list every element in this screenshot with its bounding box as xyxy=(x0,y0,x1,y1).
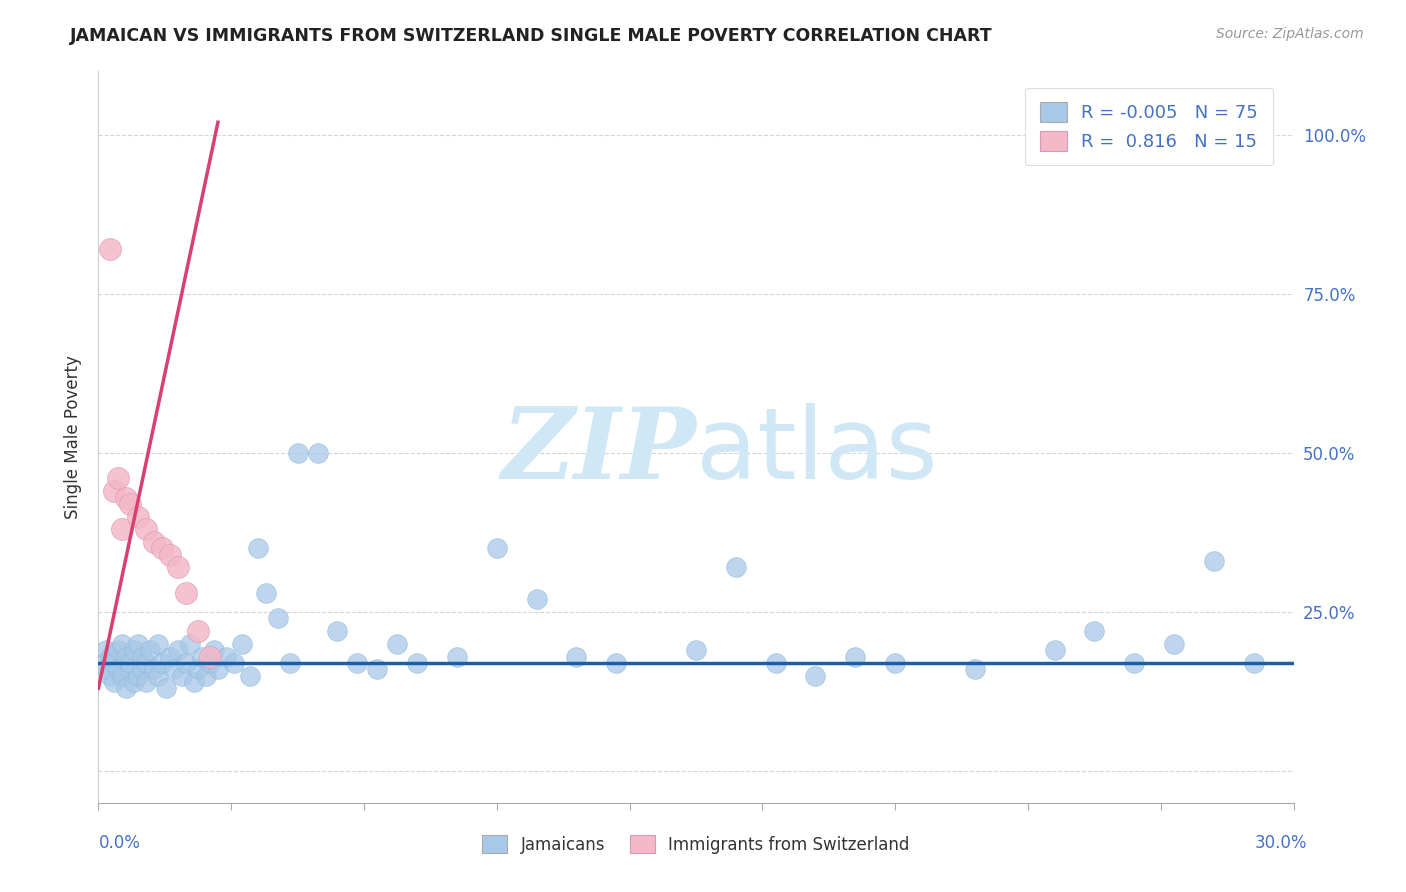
Point xyxy=(231,637,253,651)
Point xyxy=(191,649,214,664)
Point xyxy=(111,668,134,682)
Point xyxy=(159,548,181,562)
Point xyxy=(198,656,221,670)
Legend: Jamaicans, Immigrants from Switzerland: Jamaicans, Immigrants from Switzerland xyxy=(475,829,917,860)
Text: atlas: atlas xyxy=(696,403,938,500)
Point xyxy=(187,662,209,676)
Point xyxy=(98,649,122,664)
Point xyxy=(98,243,122,257)
Point xyxy=(135,656,157,670)
Point xyxy=(202,643,225,657)
Point xyxy=(246,541,269,556)
Point xyxy=(406,656,429,670)
Point xyxy=(1083,624,1105,638)
Point xyxy=(884,656,907,670)
Point xyxy=(239,668,262,682)
Point xyxy=(526,592,548,607)
Text: JAMAICAN VS IMMIGRANTS FROM SWITZERLAND SINGLE MALE POVERTY CORRELATION CHART: JAMAICAN VS IMMIGRANTS FROM SWITZERLAND … xyxy=(70,27,993,45)
Point xyxy=(135,522,157,536)
Point xyxy=(91,656,114,670)
Text: Source: ZipAtlas.com: Source: ZipAtlas.com xyxy=(1216,27,1364,41)
Point xyxy=(127,637,149,651)
Point xyxy=(326,624,349,638)
Point xyxy=(1243,656,1265,670)
Point xyxy=(267,611,290,625)
Point xyxy=(139,643,162,657)
Point xyxy=(103,484,125,499)
Point xyxy=(278,656,301,670)
Point xyxy=(124,643,146,657)
Point xyxy=(844,649,866,664)
Point xyxy=(446,649,468,664)
Point xyxy=(565,649,588,664)
Point xyxy=(1202,554,1225,568)
Point xyxy=(150,656,173,670)
Point xyxy=(605,656,627,670)
Y-axis label: Single Male Poverty: Single Male Poverty xyxy=(65,355,83,519)
Point xyxy=(163,662,186,676)
Point xyxy=(254,586,277,600)
Point xyxy=(198,649,221,664)
Point xyxy=(98,668,122,682)
Point xyxy=(135,675,157,690)
Point xyxy=(179,637,201,651)
Point xyxy=(207,662,229,676)
Point xyxy=(127,509,149,524)
Point xyxy=(124,675,146,690)
Point xyxy=(155,681,177,696)
Point xyxy=(143,535,166,549)
Point xyxy=(103,656,125,670)
Point xyxy=(1123,656,1146,670)
Point xyxy=(187,624,209,638)
Point xyxy=(183,675,205,690)
Point xyxy=(103,675,125,690)
Text: 30.0%: 30.0% xyxy=(1256,834,1308,852)
Point xyxy=(96,662,118,676)
Point xyxy=(107,471,129,485)
Point xyxy=(366,662,388,676)
Point xyxy=(131,649,153,664)
Point xyxy=(148,668,170,682)
Point xyxy=(120,656,142,670)
Point xyxy=(724,560,747,574)
Text: 0.0%: 0.0% xyxy=(98,834,141,852)
Point xyxy=(111,637,134,651)
Point xyxy=(346,656,368,670)
Point xyxy=(222,656,245,670)
Point xyxy=(167,643,190,657)
Point xyxy=(107,662,129,676)
Point xyxy=(127,668,149,682)
Point xyxy=(307,446,329,460)
Point xyxy=(1163,637,1185,651)
Point xyxy=(287,446,309,460)
Point xyxy=(115,491,138,505)
Point xyxy=(148,637,170,651)
Point xyxy=(143,662,166,676)
Point xyxy=(385,637,409,651)
Point xyxy=(159,649,181,664)
Point xyxy=(120,497,142,511)
Point xyxy=(167,560,190,574)
Point xyxy=(131,662,153,676)
Text: ZIP: ZIP xyxy=(501,403,696,500)
Point xyxy=(215,649,238,664)
Point xyxy=(174,586,197,600)
Point xyxy=(765,656,787,670)
Point xyxy=(195,668,218,682)
Point xyxy=(107,643,129,657)
Point xyxy=(172,668,194,682)
Point xyxy=(174,656,197,670)
Point xyxy=(111,522,134,536)
Point xyxy=(804,668,827,682)
Point xyxy=(115,649,138,664)
Point xyxy=(115,681,138,696)
Point xyxy=(485,541,508,556)
Point xyxy=(963,662,986,676)
Point xyxy=(150,541,173,556)
Point xyxy=(120,662,142,676)
Point xyxy=(1043,643,1066,657)
Point xyxy=(685,643,707,657)
Point xyxy=(96,643,118,657)
